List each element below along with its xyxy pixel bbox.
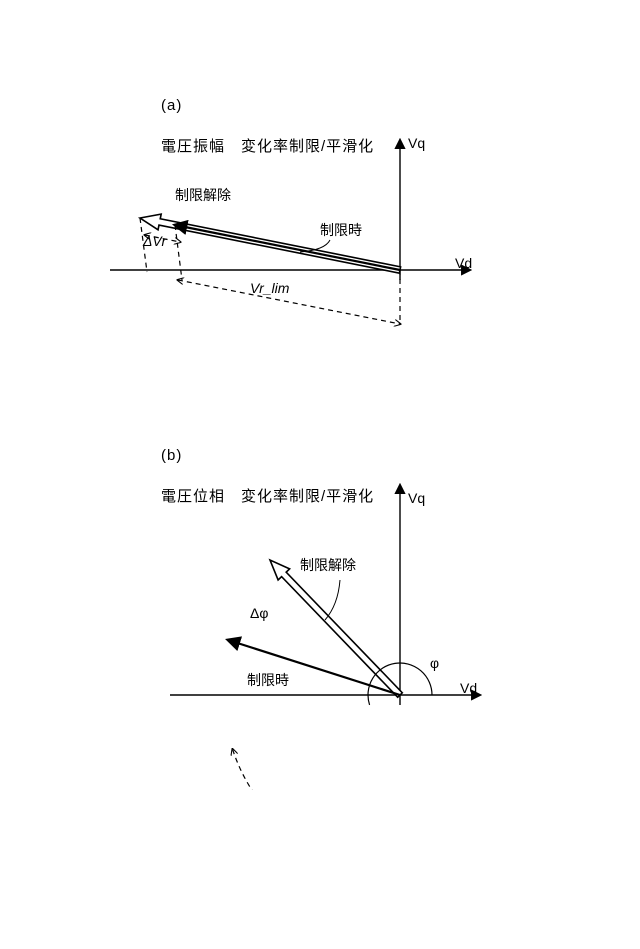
diagram-b-svg <box>0 430 640 790</box>
axis-label-vq-b: Vq <box>408 490 425 506</box>
label-dvr: ΔVr <box>143 233 166 249</box>
label-atlimit-b: 制限時 <box>247 670 289 690</box>
axis-label-vq-a: Vq <box>408 135 425 151</box>
page: (a) 電圧振幅 変化率制限/平滑化 Vq Vd 制限解除 制限時 ΔV <box>0 0 640 949</box>
subfig-a: (a) 電圧振幅 変化率制限/平滑化 Vq Vd 制限解除 制限時 ΔV <box>0 80 640 380</box>
axis-label-vd-a: Vd <box>455 255 472 271</box>
label-phi: φ <box>430 655 439 671</box>
subfig-b: (b) 電圧位相 変化率制限/平滑化 Vq Vd 制限解除 制限時 Δφ <box>0 430 640 790</box>
label-dphi: Δφ <box>250 605 268 621</box>
label-atlimit-a: 制限時 <box>320 220 362 240</box>
label-release-b: 制限解除 <box>300 555 356 575</box>
axis-label-vd-b: Vd <box>460 680 477 696</box>
label-release-a: 制限解除 <box>175 185 231 205</box>
label-vrlim: Vr_lim <box>250 280 289 296</box>
